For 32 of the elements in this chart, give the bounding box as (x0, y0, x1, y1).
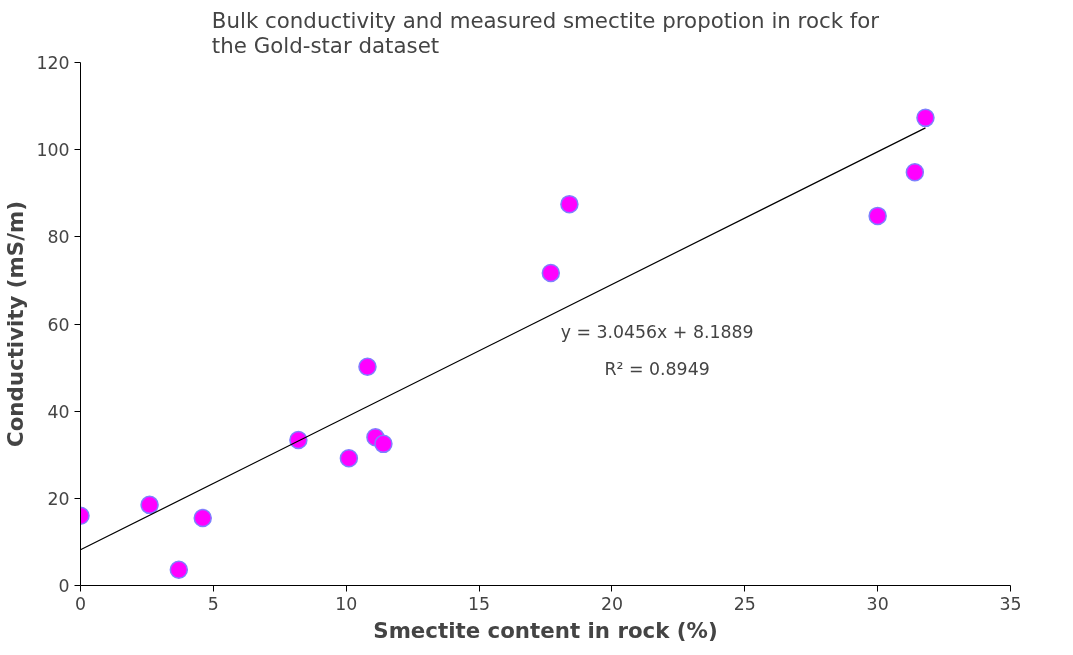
point (289, 430, 308, 450)
y-tick-label: 120 (36, 53, 70, 73)
point (868, 206, 887, 226)
x-tick-label: 15 (468, 593, 491, 614)
y-tick-label: 60 (47, 314, 70, 335)
point (905, 163, 925, 182)
annotation: y = 3.0456x + 8.1889 (560, 322, 754, 343)
x-axis-title: Smectite content in rock (%) (373, 617, 718, 643)
y-axis-title: Conductivity (mS/m) (3, 201, 29, 447)
point (916, 108, 935, 128)
point (358, 357, 377, 376)
point (374, 434, 393, 454)
y-tick-label: 0 (58, 576, 70, 596)
point (193, 508, 212, 528)
x-tick-label: 35 (999, 593, 1022, 614)
point (169, 560, 189, 580)
point (560, 194, 579, 214)
y-tick-label: 80 (47, 227, 70, 248)
x-tick-label: 5 (207, 593, 219, 614)
point (541, 263, 561, 283)
point (339, 449, 359, 468)
x-tick-label: 0 (74, 593, 87, 614)
x-tick-label: 10 (335, 593, 358, 614)
x-tick-label: 30 (866, 593, 889, 614)
y-tick-label: 40 (47, 401, 70, 422)
y-tick-label: 100 (36, 140, 70, 161)
x-tick-label: 25 (733, 593, 756, 614)
annotation: R² = 0.8949 (604, 358, 710, 379)
chart-title: Bulk conductivity and measured smectite propotion in rock for the Gold-star dataset (211, 7, 880, 58)
x-tick-label: 20 (600, 593, 623, 614)
point (140, 495, 159, 515)
y-tick-label: 20 (47, 488, 70, 509)
